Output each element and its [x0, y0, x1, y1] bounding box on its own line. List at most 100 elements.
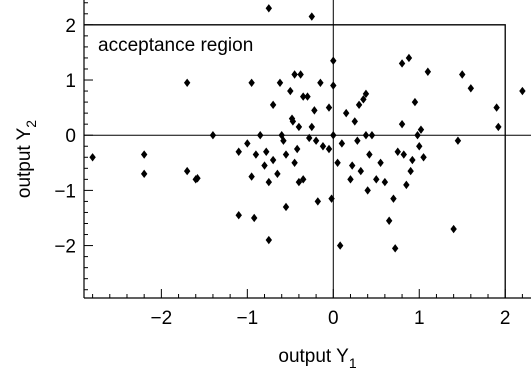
y-axis-title: output Y2 — [14, 120, 39, 198]
data-point — [398, 59, 406, 68]
data-point — [373, 175, 380, 184]
data-point — [400, 150, 407, 159]
data-point — [519, 86, 526, 96]
data-point — [311, 106, 318, 115]
data-point — [391, 244, 399, 253]
data-point — [291, 158, 298, 167]
data-point — [282, 150, 290, 159]
x-tick-label: 1 — [414, 308, 425, 329]
x-axis-title-main: output Y — [278, 346, 349, 367]
data-point — [291, 70, 298, 79]
data-point — [319, 142, 327, 151]
data-point — [140, 150, 148, 159]
data-point — [377, 158, 384, 167]
data-point — [416, 142, 423, 151]
acceptance-region-label: acceptance region — [98, 35, 253, 56]
data-point — [280, 136, 287, 145]
data-point — [314, 197, 322, 206]
data-point — [420, 153, 427, 162]
data-point — [364, 186, 371, 195]
data-point — [265, 4, 273, 13]
data-point — [89, 153, 96, 162]
data-point — [459, 70, 466, 79]
data-point — [194, 174, 201, 183]
data-point — [325, 103, 333, 112]
data-point — [248, 172, 255, 181]
reference-lines — [84, 0, 531, 298]
data-point — [235, 147, 242, 156]
data-point — [414, 131, 421, 140]
data-point — [342, 108, 350, 118]
data-point — [357, 166, 364, 176]
data-point — [274, 169, 281, 179]
data-point — [269, 100, 277, 110]
data-point — [336, 241, 344, 250]
data-point — [394, 147, 401, 156]
data-point — [312, 136, 320, 145]
data-point — [265, 177, 273, 187]
data-point — [407, 166, 414, 176]
data-point — [248, 78, 255, 87]
x-axis-title-subscript: 1 — [349, 355, 357, 371]
acceptance-region — [84, 24, 506, 298]
data-point — [287, 86, 294, 96]
data-point — [411, 97, 419, 107]
y-tick-label: 0 — [65, 126, 76, 147]
data-point — [140, 169, 148, 179]
data-point — [325, 144, 333, 154]
data-point — [263, 147, 270, 156]
data-point — [300, 175, 307, 184]
data-point — [334, 158, 341, 167]
data-point — [295, 122, 303, 132]
data-point — [295, 177, 303, 187]
data-point — [183, 78, 191, 87]
data-points — [89, 4, 526, 253]
data-point — [251, 213, 258, 223]
data-point — [355, 100, 363, 110]
data-point — [306, 133, 313, 143]
y-tick-label: 1 — [65, 71, 76, 92]
data-point — [252, 150, 260, 159]
x-tick-label: 0 — [328, 308, 339, 329]
x-axis-title: output Y1 — [278, 346, 356, 371]
data-point — [308, 12, 315, 21]
data-point — [308, 122, 315, 132]
data-point — [409, 155, 416, 165]
y-axis-title-main: output Y — [14, 127, 35, 198]
data-point — [328, 194, 335, 203]
data-point — [398, 119, 406, 129]
data-point — [293, 144, 301, 154]
x-tick-label: −2 — [151, 308, 173, 329]
data-point — [351, 117, 358, 126]
data-point — [330, 81, 337, 90]
y-tick-label: −2 — [54, 237, 76, 258]
acceptance-region-boundary — [84, 24, 506, 298]
data-point — [265, 235, 273, 245]
x-tick-label: 2 — [500, 308, 511, 329]
data-point — [424, 67, 432, 76]
y-tick-label: 2 — [65, 16, 76, 37]
data-point — [330, 131, 337, 140]
data-point — [297, 70, 304, 79]
data-point — [244, 139, 251, 148]
data-point — [257, 131, 264, 140]
data-point — [366, 150, 373, 159]
data-point — [304, 92, 311, 101]
data-point — [354, 136, 361, 145]
data-point — [385, 216, 393, 225]
data-point — [269, 155, 277, 165]
data-point — [300, 92, 307, 101]
data-point — [467, 84, 475, 93]
data-point — [338, 139, 346, 148]
data-point — [317, 78, 324, 87]
data-point — [390, 194, 397, 203]
data-point — [368, 131, 376, 140]
data-point — [450, 224, 457, 234]
data-point — [493, 103, 500, 112]
plot-frame — [83, 0, 531, 299]
data-point — [282, 202, 290, 212]
data-point — [405, 53, 413, 63]
data-point — [403, 180, 410, 190]
data-point — [209, 131, 217, 140]
data-point — [360, 95, 367, 104]
